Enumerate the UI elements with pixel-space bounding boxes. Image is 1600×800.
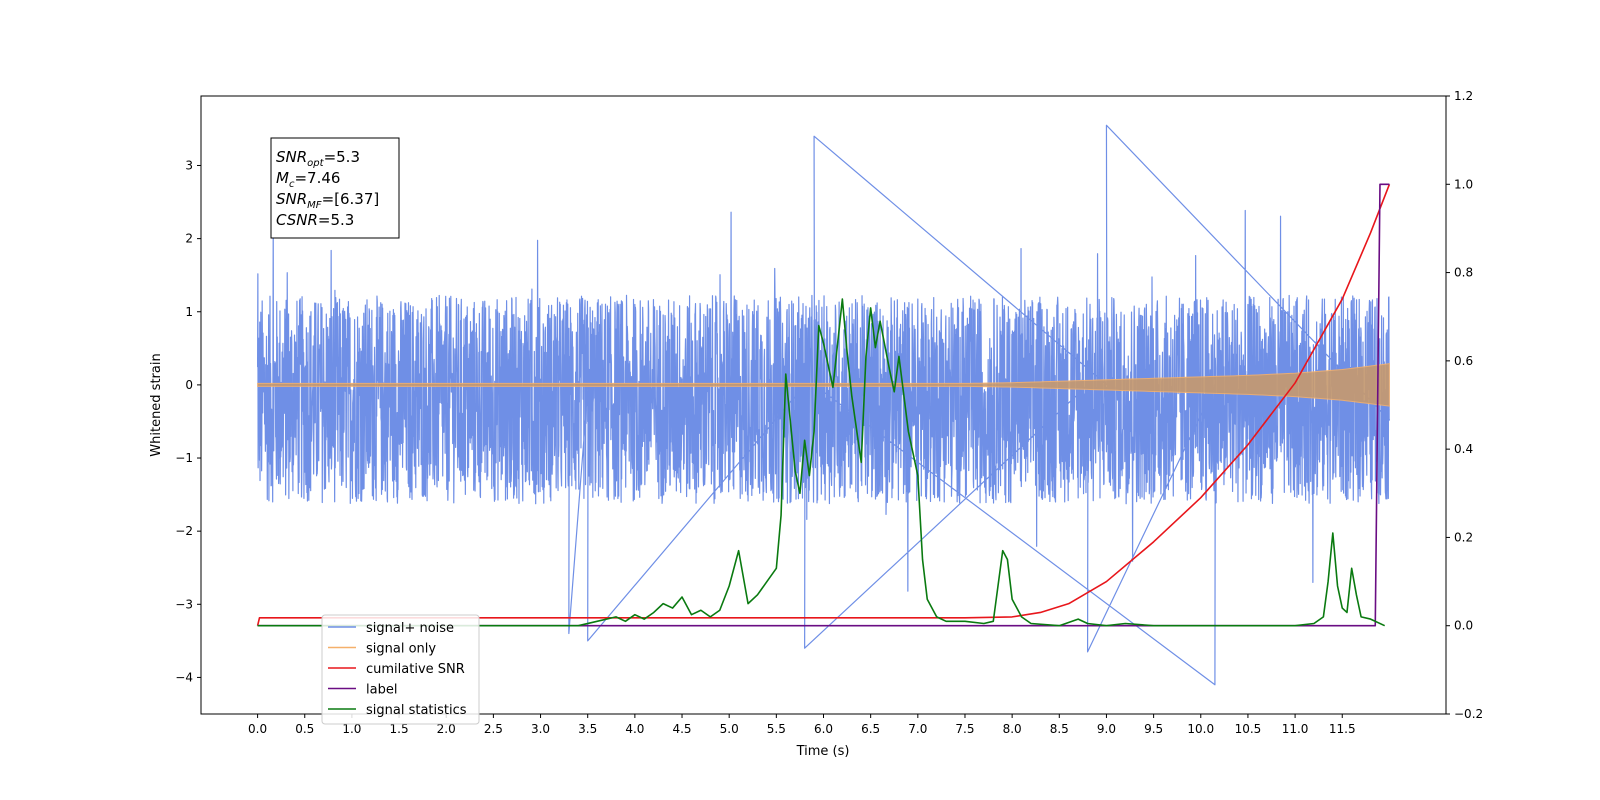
- x-tick-label: 2.0: [437, 722, 456, 736]
- x-tick-label: 4.5: [672, 722, 691, 736]
- y-right-tick-label: −0.2: [1454, 707, 1483, 721]
- x-tick-label: 8.5: [1050, 722, 1069, 736]
- legend-label: label: [366, 683, 397, 698]
- x-tick-label: 0.0: [248, 722, 267, 736]
- y-right-tick-label: 0.2: [1454, 530, 1473, 544]
- x-tick-label: 10.0: [1187, 722, 1214, 736]
- y-left-tick-label: −1: [175, 451, 193, 465]
- x-tick-label: 7.0: [908, 722, 927, 736]
- y-axis-left-title: Whitened strain: [149, 353, 164, 456]
- x-tick-label: 5.5: [767, 722, 786, 736]
- info-box-frame: [270, 137, 400, 239]
- x-tick-label: 9.0: [1097, 722, 1116, 736]
- x-tick-label: 10.5: [1235, 722, 1262, 736]
- x-tick-label: 5.0: [720, 722, 739, 736]
- series-signal-statistics: [257, 298, 1386, 627]
- y-right-tick-label: 1.2: [1454, 89, 1473, 103]
- y-right-tick-label: 1.0: [1454, 177, 1473, 191]
- x-axis-title: Time (s): [796, 744, 850, 759]
- x-tick-label: 3.5: [578, 722, 597, 736]
- x-tick-label: 1.5: [390, 722, 409, 736]
- y-left-tick-label: −2: [175, 524, 193, 538]
- y-right-tick-label: 0.4: [1454, 442, 1473, 456]
- y-left-tick-label: 1: [185, 305, 193, 319]
- legend-label: signal statistics: [366, 703, 467, 718]
- series-signal-noise: [256, 124, 1391, 686]
- legend-label: signal only: [366, 642, 436, 657]
- x-tick-label: 0.5: [295, 722, 314, 736]
- signal-only-band: [257, 363, 1390, 407]
- x-tick-label: 1.0: [342, 722, 361, 736]
- y-right-tick-label: 0.0: [1454, 619, 1473, 633]
- y-axis-right: 1.2 1.0 0.8 0.6 0.4 0.2 0.0 −0.2: [1446, 89, 1483, 721]
- y-right-tick-label: 0.8: [1454, 266, 1473, 280]
- x-tick-label: 11.0: [1282, 722, 1309, 736]
- y-left-tick-label: 0: [185, 378, 193, 392]
- legend-label: signal+ noise: [366, 621, 454, 636]
- x-tick-label: 6.0: [814, 722, 833, 736]
- y-axis-left: 3 2 1 0 −1 −2 −3 −4: [175, 158, 201, 684]
- info-line: SNRMF=[6.37]: [276, 190, 379, 211]
- y-right-tick-label: 0.6: [1454, 354, 1473, 368]
- legend-label: cumilative SNR: [366, 662, 465, 677]
- series-label: [257, 183, 1390, 627]
- y-left-tick-label: 2: [185, 232, 193, 246]
- info-line: CSNR=5.3: [276, 211, 354, 229]
- x-tick-label: 8.0: [1003, 722, 1022, 736]
- legend: signal+ noise signal only cumilative SNR la…: [321, 614, 480, 725]
- series-signal-only: [257, 363, 1390, 407]
- x-tick-label: 3.0: [531, 722, 550, 736]
- y-left-tick-label: −4: [175, 670, 193, 684]
- x-tick-label: 11.5: [1329, 722, 1356, 736]
- x-tick-label: 2.5: [484, 722, 503, 736]
- x-axis: 0.0 0.5 1.0 1.5 2.0 2.5 3.0 3.5 4.0 4.5 5.0 5.5 6.0 6…: [248, 714, 1356, 736]
- info-line: SNRopt=5.3: [276, 148, 360, 169]
- y-left-tick-label: 3: [185, 158, 193, 172]
- info-line: Mc=7.46: [276, 169, 340, 190]
- series-cumilative-snr: [256, 184, 1391, 626]
- y-left-tick-label: −3: [175, 597, 193, 611]
- x-tick-label: 4.0: [625, 722, 644, 736]
- x-tick-label: 7.5: [955, 722, 974, 736]
- x-tick-label: 6.5: [861, 722, 880, 736]
- x-tick-label: 9.5: [1144, 722, 1163, 736]
- legend-frame: [321, 614, 480, 725]
